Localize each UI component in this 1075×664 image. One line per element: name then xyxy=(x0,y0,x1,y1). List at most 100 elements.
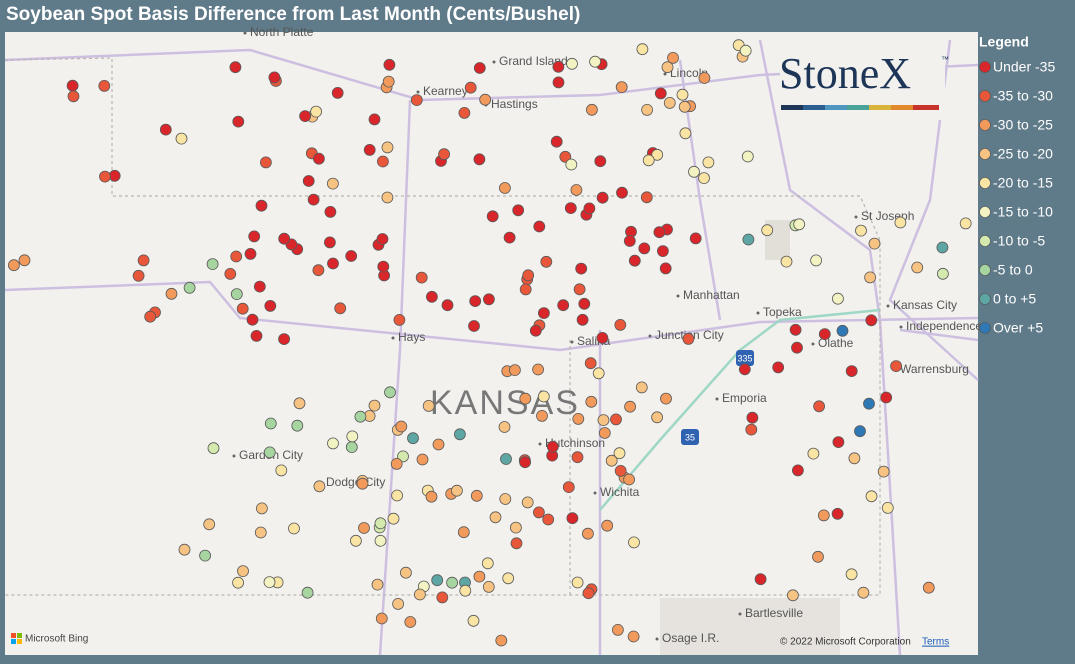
location-dot xyxy=(291,419,304,432)
location-dot xyxy=(275,464,288,477)
location-dot xyxy=(864,271,876,284)
location-dot xyxy=(416,453,429,466)
location-dot xyxy=(615,81,628,93)
location-dot xyxy=(327,437,339,450)
location-dot xyxy=(436,591,449,604)
location-dot xyxy=(413,588,426,601)
location-dot xyxy=(810,254,822,267)
location-dot xyxy=(310,105,323,118)
location-dot xyxy=(467,614,480,627)
location-dot xyxy=(616,186,628,199)
location-dot xyxy=(654,87,667,100)
location-dot xyxy=(470,489,483,502)
map-provider: Microsoft Bing xyxy=(25,634,88,645)
location-dot xyxy=(263,446,276,459)
location-dot xyxy=(566,57,578,70)
place-label: Olathe xyxy=(818,336,854,350)
location-dot xyxy=(585,395,598,408)
logo-mark: ™ xyxy=(941,55,949,64)
place-dot xyxy=(738,612,742,616)
location-dot xyxy=(529,324,542,337)
terms-link[interactable]: Terms xyxy=(922,637,949,648)
location-dot xyxy=(628,254,641,267)
location-dot xyxy=(404,616,417,628)
location-dot xyxy=(635,381,648,394)
location-dot xyxy=(638,242,651,255)
location-dot xyxy=(877,465,890,478)
location-dot xyxy=(313,480,326,493)
location-dot xyxy=(453,428,466,441)
location-dot xyxy=(473,62,486,74)
roads xyxy=(4,39,979,656)
location-dot xyxy=(584,357,597,370)
location-dot xyxy=(263,576,276,588)
location-dot xyxy=(108,169,121,182)
place-dot xyxy=(593,491,597,495)
location-dot xyxy=(469,295,482,308)
location-dot xyxy=(312,264,325,277)
location-dot xyxy=(376,155,389,168)
location-dot xyxy=(564,202,577,215)
location-dot xyxy=(818,328,831,341)
location-dot xyxy=(457,526,470,539)
location-dot xyxy=(441,299,454,312)
location-dot xyxy=(293,397,306,410)
location-dot xyxy=(657,245,669,258)
location-dot xyxy=(324,205,337,218)
location-dot xyxy=(519,392,532,405)
location-dot xyxy=(312,152,325,165)
location-dot xyxy=(789,323,802,336)
place-label: Wichita xyxy=(600,485,640,499)
location-dot xyxy=(578,297,591,310)
location-dot xyxy=(583,202,596,215)
legend-label: 0 to +5 xyxy=(993,291,1036,307)
location-dot xyxy=(237,565,249,577)
location-dot xyxy=(503,231,516,244)
location-dot xyxy=(368,113,381,126)
location-dot xyxy=(232,576,245,589)
location-dot xyxy=(264,299,277,312)
location-dot xyxy=(510,521,522,534)
location-dot xyxy=(392,598,405,610)
location-dot xyxy=(624,400,636,413)
legend-swatch xyxy=(979,206,991,218)
legend-title: Legend xyxy=(979,34,1029,50)
location-dot xyxy=(66,79,79,92)
location-dot xyxy=(381,141,394,154)
location-dot xyxy=(502,572,515,585)
place-label: Osage I.R. xyxy=(662,631,719,645)
legend-swatch xyxy=(979,264,991,276)
location-dot xyxy=(613,447,626,460)
location-dot xyxy=(288,522,300,535)
place-label: Dodge City xyxy=(326,475,385,489)
location-dot xyxy=(431,574,444,587)
location-dot xyxy=(278,333,291,346)
location-dot xyxy=(817,509,830,522)
location-dot xyxy=(640,191,653,204)
legend-label: -15 to -10 xyxy=(993,204,1053,220)
location-dot xyxy=(761,224,774,237)
logo-bar xyxy=(781,105,939,110)
location-dot xyxy=(936,241,949,254)
location-dot xyxy=(698,172,710,185)
location-dot xyxy=(612,624,624,636)
place-label: Manhattan xyxy=(683,288,740,302)
location-dot xyxy=(253,280,266,293)
location-dot xyxy=(254,526,267,539)
place-label: Lincoln xyxy=(670,66,708,80)
location-dot xyxy=(605,454,618,467)
area xyxy=(660,598,840,655)
location-dot xyxy=(573,283,586,296)
location-dot xyxy=(375,612,388,625)
location-dot xyxy=(159,123,172,136)
highway-shield xyxy=(736,350,754,366)
location-dot xyxy=(509,364,521,377)
location-dot xyxy=(482,293,495,306)
location-dot xyxy=(538,307,550,320)
location-dot xyxy=(432,438,445,451)
location-dot xyxy=(407,432,419,445)
legend-swatch xyxy=(979,322,991,334)
location-dot xyxy=(489,511,502,524)
location-dot xyxy=(855,224,867,237)
place-dot xyxy=(655,637,659,641)
